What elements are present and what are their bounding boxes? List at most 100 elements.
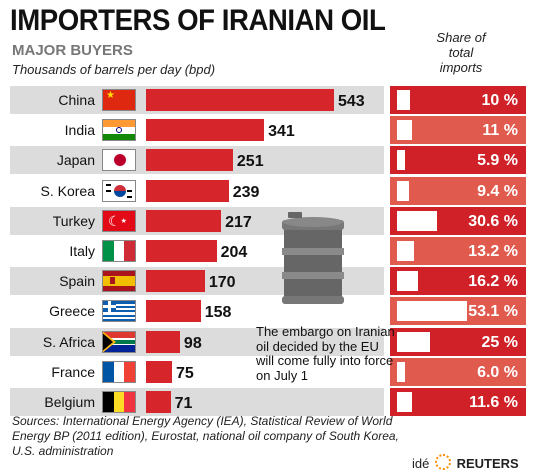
country-label: Greece	[49, 303, 95, 320]
india-flag-part	[103, 133, 135, 141]
share-bar	[397, 180, 410, 201]
belgium-flag-part	[124, 392, 136, 412]
india-flag-part	[103, 126, 135, 134]
india-flag-part	[116, 126, 122, 133]
bpd-value-label: 170	[208, 274, 236, 292]
japan-flag-part	[103, 150, 135, 171]
bpd-bar	[146, 360, 172, 383]
spain-flag-part	[103, 276, 135, 287]
france-flag-part	[103, 361, 114, 382]
bpd-bar	[146, 391, 171, 413]
south-korea-flag-part	[103, 180, 135, 201]
share-cell	[390, 357, 526, 386]
france-flag-part	[113, 361, 125, 382]
belgium-flag-part	[113, 392, 125, 412]
share-bar	[397, 90, 411, 110]
bpd-value-label: 75	[175, 364, 194, 382]
sources-text: Sources: International Energy Agency (IE…	[12, 414, 399, 458]
bpd-bar	[146, 330, 180, 353]
south-korea-flag-part	[106, 183, 111, 192]
italy-flag-part	[124, 241, 136, 261]
greece-flag-part	[103, 319, 135, 322]
italy-flag-part	[113, 241, 125, 261]
country-label: India	[64, 122, 95, 139]
share-value-label: 10 %	[481, 92, 518, 109]
share-cell	[390, 116, 526, 145]
share-cell	[390, 146, 526, 175]
south-africa-flag-part	[103, 331, 135, 352]
country-label: S. Korea	[40, 182, 95, 199]
share-bar	[397, 361, 405, 382]
turkey-flag-part: ☾★	[103, 210, 135, 231]
country-label: Belgium	[44, 394, 95, 410]
italy-flag	[102, 240, 136, 262]
country-label: China	[58, 92, 95, 108]
greece-flag-part	[103, 301, 135, 322]
france-flag-part	[124, 361, 136, 382]
bpd-bar	[146, 209, 222, 232]
turkey-flag: ☾★	[102, 209, 136, 232]
france-flag-part	[103, 361, 136, 382]
row-background	[10, 327, 384, 356]
chart-title: IMPORTERS OF IRANIAN OIL	[10, 4, 386, 37]
share-bar	[397, 392, 413, 412]
belgium-flag	[102, 391, 136, 413]
share-value-label: 11 %	[482, 122, 518, 140]
south-africa-flag-part	[103, 331, 135, 339]
share-value-label: 16.2 %	[468, 273, 518, 291]
bpd-value-label: 543	[338, 93, 365, 110]
greece-flag-part	[103, 312, 135, 315]
share-bar	[397, 271, 419, 292]
country-label: France	[51, 363, 95, 380]
bpd-bar	[146, 149, 233, 172]
share-cell	[390, 388, 526, 416]
reuters-logo-icon	[434, 454, 451, 470]
france-flag	[102, 360, 136, 383]
south-korea-flag-part	[127, 189, 132, 198]
share-header-line: imports	[439, 60, 483, 75]
chart-subtitle: MAJOR BUYERS	[12, 42, 133, 59]
share-header-line: total	[448, 45, 474, 60]
country-label: Turkey	[52, 212, 95, 229]
share-bar	[397, 331, 430, 352]
japan-flag	[102, 149, 136, 172]
bpd-value-label: 204	[220, 244, 248, 261]
south-africa-flag	[102, 330, 136, 353]
italy-flag-part	[103, 241, 114, 261]
south-africa-flag-part	[103, 339, 135, 344]
country-label: Japan	[56, 152, 95, 169]
bpd-value-label: 71	[174, 395, 193, 412]
greece-flag-part	[103, 301, 116, 313]
japan-flag-part	[114, 154, 126, 167]
italy-flag-part	[103, 241, 136, 261]
bpd-value-label: 158	[204, 304, 232, 322]
india-flag-part	[103, 120, 135, 127]
units-label: Thousands of barrels per day (bpd)	[12, 62, 216, 77]
share-bar	[397, 301, 467, 322]
row-background	[10, 388, 384, 416]
share-bar	[397, 120, 412, 141]
greece-flag-part	[103, 310, 135, 313]
share-value-label: 6.0 %	[477, 363, 518, 381]
bpd-value-label: 98	[183, 334, 202, 352]
spain-flag-part	[103, 286, 135, 292]
share-value-label: 13.2 %	[468, 243, 518, 260]
country-label: S. Africa	[42, 333, 95, 350]
india-flag	[102, 119, 136, 142]
share-value-label: 11.6 %	[469, 394, 518, 411]
greece-flag-part	[103, 314, 135, 317]
credit-left: idé	[412, 456, 430, 471]
share-value-label: 5.9 %	[477, 152, 518, 170]
share-cell	[390, 86, 526, 114]
share-header-line: Share of	[436, 30, 486, 45]
spain-flag	[102, 270, 136, 293]
turkey-flag-part: ★	[120, 217, 127, 225]
greece-flag	[102, 300, 136, 323]
greece-flag-part	[103, 305, 135, 309]
share-bar	[397, 241, 415, 261]
bpd-value-label: 251	[236, 153, 264, 171]
share-value-label: 30.6 %	[468, 212, 518, 230]
bpd-value-label: 239	[232, 183, 260, 201]
share-bar	[397, 150, 405, 171]
spain-flag-part	[110, 277, 115, 285]
